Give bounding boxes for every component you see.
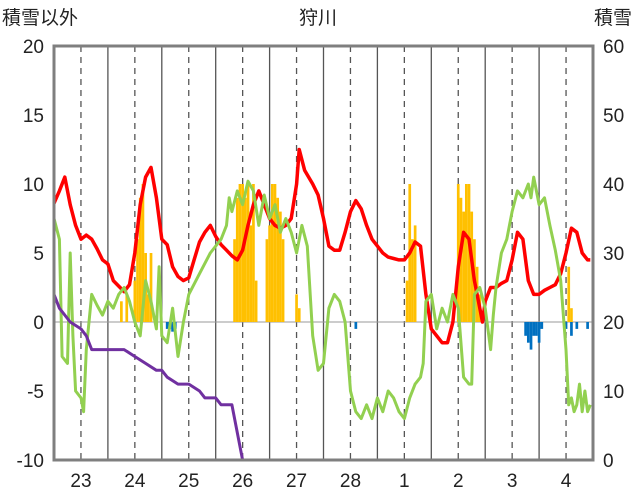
precip-bar [295, 294, 298, 322]
x-tick: 24 [124, 471, 146, 492]
precip-bar [535, 322, 538, 336]
precip-bar [354, 322, 358, 329]
x-tick: 4 [561, 471, 572, 492]
right-y-tick: 60 [603, 37, 624, 58]
precip-bar [146, 294, 150, 322]
precip-bar [136, 239, 139, 322]
x-tick: 26 [232, 471, 253, 492]
precip-bar [120, 301, 123, 322]
precip-bar [456, 184, 460, 322]
precip-bar [405, 280, 409, 322]
left-y-tick: 5 [33, 244, 44, 265]
precip-bar [249, 225, 253, 322]
precip-bar [411, 239, 414, 322]
left-y-tick: 0 [33, 313, 44, 334]
right-y-tick: 0 [603, 451, 614, 472]
right-y-tick: 30 [603, 244, 624, 265]
precip-bar [133, 280, 137, 322]
left-y-tick: 15 [23, 106, 44, 127]
left-axis-label: 積雪以外 [2, 7, 78, 29]
precip-bar [125, 294, 129, 322]
precip-bar [268, 225, 271, 322]
precip-bar [524, 322, 527, 336]
x-tick: 28 [340, 471, 361, 492]
precip-bar [149, 253, 153, 322]
precip-bar [243, 197, 247, 322]
x-tick: 3 [507, 471, 518, 492]
precip-bar [570, 308, 573, 322]
precip-bar [567, 266, 571, 322]
precip-bar [254, 280, 258, 322]
precip-bar [141, 184, 145, 322]
precip-bar [537, 322, 541, 343]
right-y-tick: 50 [603, 106, 624, 127]
chart-title: 狩川 [299, 7, 337, 29]
x-ticks: 23 24 25 26 27 28 1 2 3 4 [70, 471, 571, 492]
precip-bar [233, 239, 236, 322]
precip-bar [529, 322, 533, 350]
precip-bar [273, 184, 277, 322]
x-tick: 2 [453, 471, 464, 492]
precip-bar [586, 322, 589, 329]
temperature-line [52, 147, 591, 345]
left-y-ticks: 20 15 10 5 0 -5 -10 [17, 37, 44, 472]
left-y-tick: 20 [23, 37, 44, 58]
x-tick: 27 [286, 471, 307, 492]
left-y-tick: 10 [23, 175, 44, 196]
precip-bar [526, 322, 530, 343]
precip-bar [265, 239, 269, 322]
right-y-tick: 10 [603, 382, 624, 403]
precip-bar [138, 197, 142, 322]
precip-bar [279, 211, 282, 322]
precip-bar [171, 322, 174, 332]
left-y-tick: -10 [17, 451, 44, 472]
x-tick: 1 [399, 471, 410, 492]
humidity_like-line [52, 175, 592, 421]
right-axis-label: 積雪 [594, 7, 632, 29]
right-y-ticks: 60 50 40 30 20 10 0 [603, 37, 624, 472]
precip-bar [281, 239, 285, 322]
precip-bar [467, 184, 471, 322]
precip-bar [165, 322, 169, 329]
precip-bar [532, 322, 536, 336]
precip-bar [276, 197, 280, 322]
right-y-tick: 20 [603, 313, 624, 334]
precip-bar [464, 184, 468, 322]
precip-bar [246, 184, 250, 322]
x-tick: 25 [178, 471, 199, 492]
precip-bar [413, 225, 417, 322]
precip-bar [540, 322, 544, 329]
precip-bar [252, 184, 255, 322]
precip-bar [270, 184, 274, 322]
precip-bar [297, 308, 301, 322]
precip-bar [564, 322, 568, 329]
precip-bar [570, 322, 573, 336]
left-y-tick: -5 [27, 382, 44, 403]
precip-bar [575, 322, 579, 329]
right-y-tick: 40 [603, 175, 624, 196]
precip-bar [462, 211, 465, 322]
x-tick: 23 [70, 471, 91, 492]
grid-lines [54, 46, 593, 460]
plot-frame [52, 44, 595, 462]
